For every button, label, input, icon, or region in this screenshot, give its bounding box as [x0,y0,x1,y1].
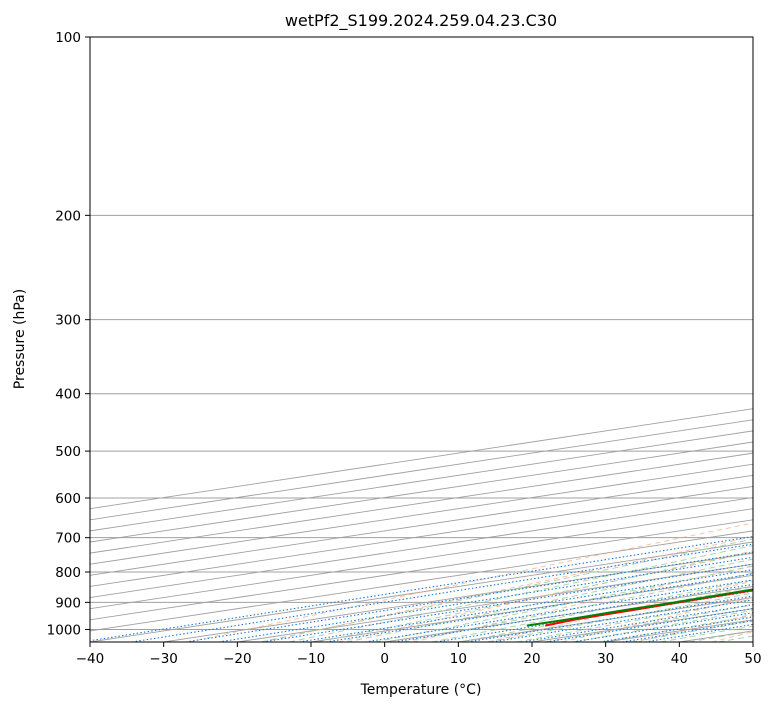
x-axis-label: Temperature (°C) [360,682,482,698]
x-tick-label: −40 [76,651,105,667]
x-tick-label: 0 [380,651,389,667]
isotherm-line [90,463,753,565]
moist-adiabat-line [488,592,753,642]
x-tick-label: 30 [597,651,614,667]
isotherm-line [90,530,753,632]
y-tick-label: 1000 [47,622,81,638]
isotherm-line [90,452,753,554]
isotherm-line [90,474,753,576]
x-tick-label: −30 [149,651,178,667]
x-tick-label: 20 [523,651,540,667]
mixing-ratio-line [299,569,753,642]
x-tick-label: −20 [223,651,252,667]
moist-adiabat-line [516,598,753,642]
mixing-ratio-line [326,573,753,642]
isotherm-line [752,641,753,642]
isotherm-line [90,485,753,587]
mixing-ratio-line [185,551,753,642]
isotherm-line [90,519,753,621]
background-lines [90,37,753,642]
mixing-ratio-line [90,535,753,642]
y-tick-label: 300 [55,313,81,329]
x-tick-label: 10 [450,651,467,667]
y-tick-label: 900 [55,595,81,611]
plot-frame [89,36,754,643]
moist-adiabat-line [346,558,753,642]
dry-adiabat-line [263,536,753,642]
y-tick-label: 800 [55,565,81,581]
y-tick-label: 400 [55,387,81,403]
x-axis: −40 −30 −20 −10 0 10 20 30 40 50 [76,642,762,667]
plot-background [90,37,753,642]
y-tick-label: 200 [55,208,81,224]
y-tick-label: 500 [55,444,81,460]
y-tick-label: 700 [55,531,81,547]
y-tick-label: 600 [55,491,81,507]
y-tick-label: 100 [55,30,81,46]
moist-adiabat-line [431,579,753,642]
x-tick-label: 40 [671,651,688,667]
isotherm-line [90,441,753,543]
chart-title: wetPf2_S199.2024.259.04.23.C30 [285,11,557,31]
y-axis-label: Pressure (hPa) [12,289,28,389]
isotherm-line [90,508,753,610]
mixing-ratio-line [365,579,753,642]
x-tick-label: 50 [744,651,761,667]
mixing-ratio-line [394,583,753,642]
x-tick-label: −10 [297,651,326,667]
y-axis: 1000 900 800 700 600 500 400 300 200 100 [47,30,90,638]
isotherm-line [90,497,753,599]
